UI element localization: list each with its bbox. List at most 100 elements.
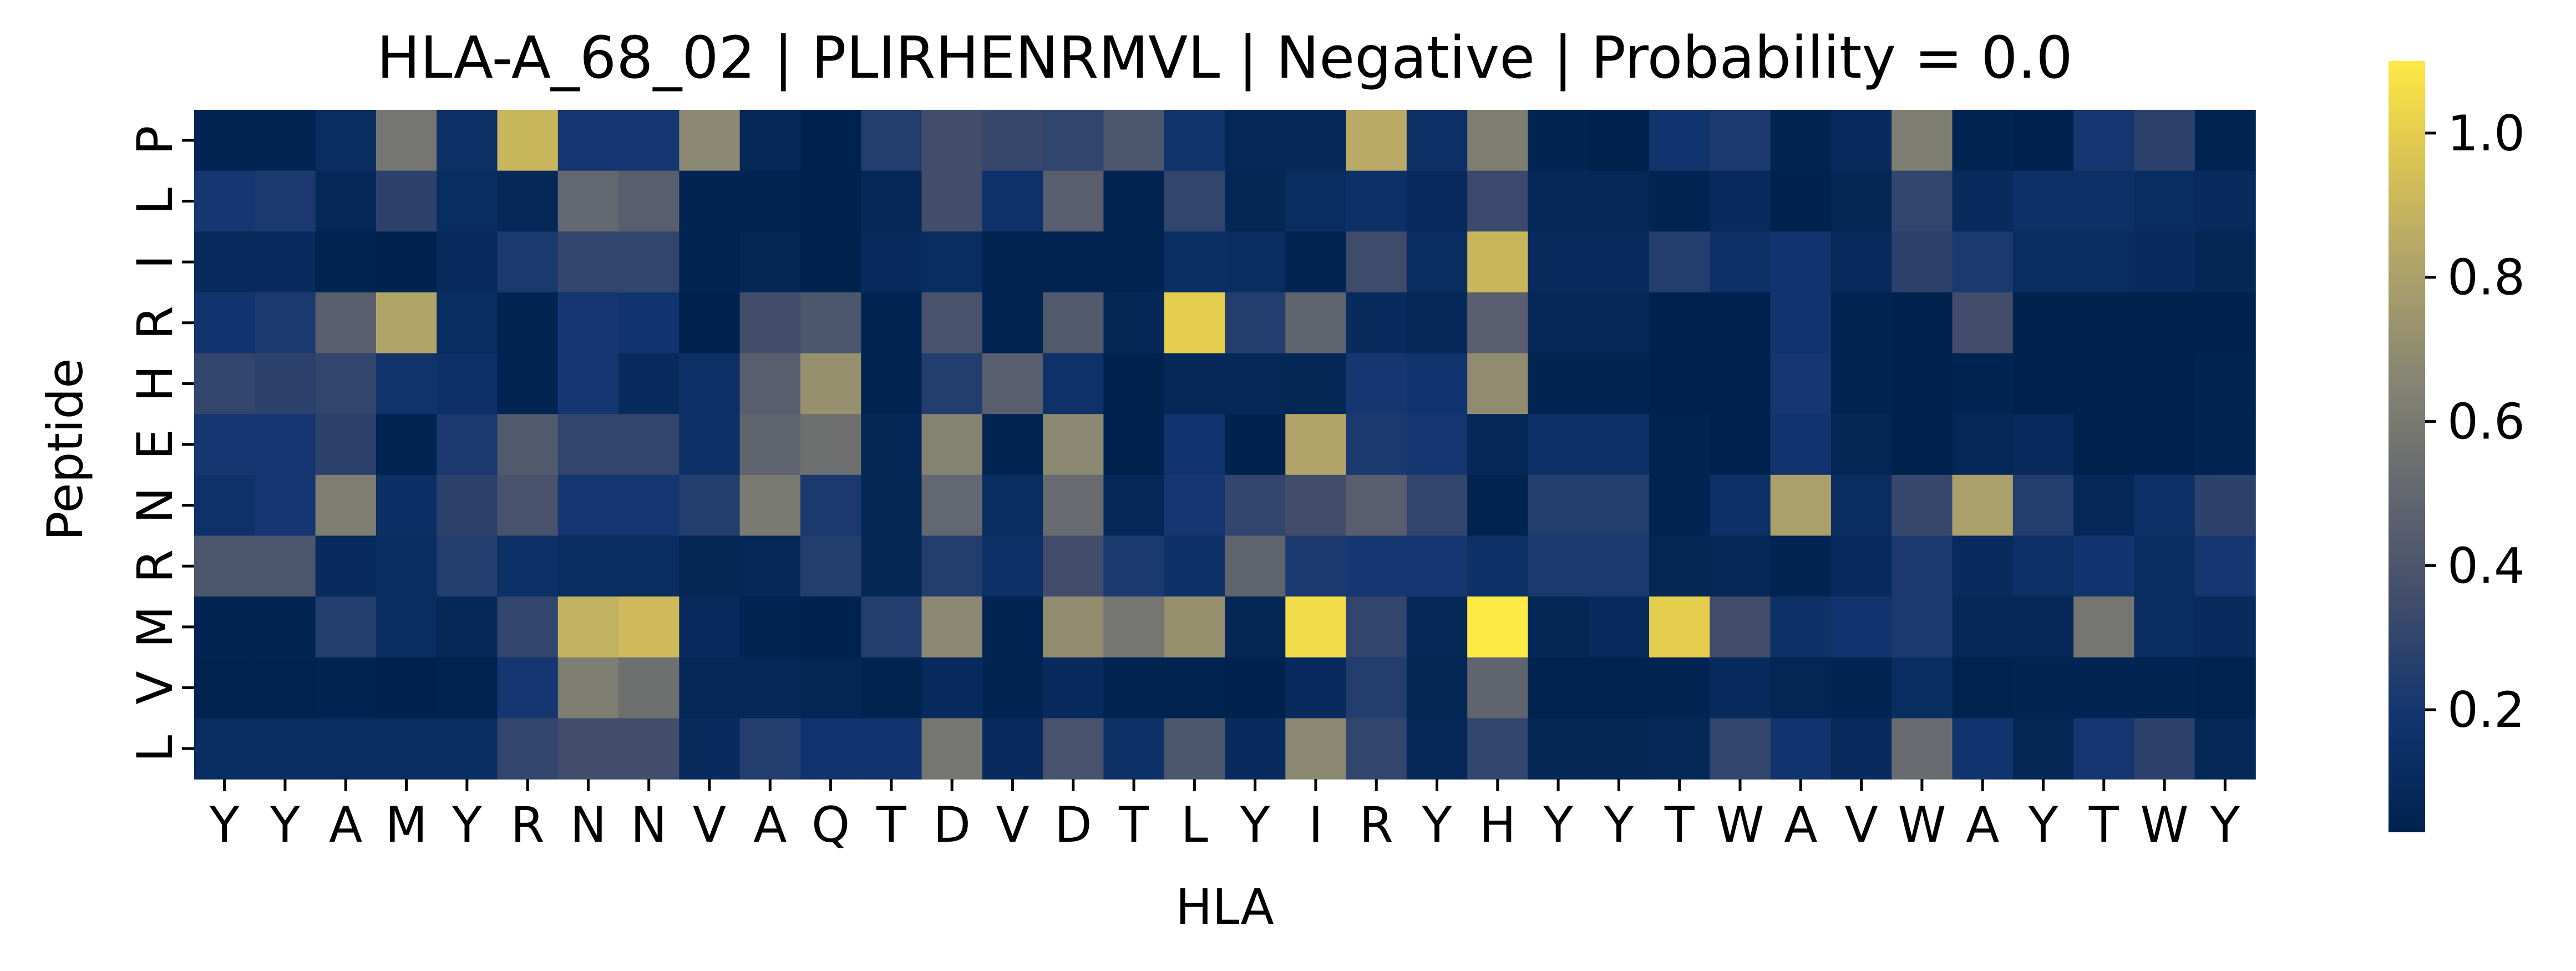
heatmap-cell (1103, 110, 1165, 171)
heatmap-cell (982, 596, 1043, 658)
heatmap-cell (376, 231, 437, 293)
heatmap-cell (315, 414, 377, 476)
heatmap-cell (1770, 292, 1832, 354)
heatmap-cell (557, 353, 619, 414)
heatmap-cell (1952, 353, 2014, 414)
x-tick-label: D (1054, 796, 1092, 853)
heatmap-cell (921, 353, 983, 414)
heatmap-cell (982, 292, 1043, 354)
heatmap-cell (2073, 231, 2135, 293)
x-tick-label: Y (2209, 796, 2240, 853)
heatmap-cell (194, 596, 256, 658)
heatmap-cell (739, 596, 801, 658)
heatmap-cell (2012, 170, 2074, 232)
heatmap-cell (376, 657, 437, 719)
heatmap-cell (1043, 292, 1104, 354)
heatmap-cell (2012, 414, 2074, 476)
heatmap-cell (1528, 535, 1589, 597)
heatmap-cell (437, 718, 498, 780)
heatmap-cell (1043, 231, 1104, 293)
heatmap-cell (1043, 353, 1104, 414)
heatmap-cell (1467, 596, 1529, 658)
heatmap-cell (1406, 353, 1468, 414)
heatmap-cell (1346, 474, 1407, 537)
heatmap-cell (1467, 110, 1529, 171)
heatmap-cell (1103, 231, 1165, 293)
heatmap-cell (376, 474, 437, 537)
y-tick-label: N (126, 487, 184, 524)
heatmap-cell (497, 596, 559, 658)
heatmap-cell (2134, 231, 2195, 293)
heatmap-cell (1952, 535, 2014, 597)
heatmap-cell (921, 231, 983, 293)
x-tick-label: M (386, 796, 428, 853)
heatmap-cell (2012, 474, 2074, 537)
heatmap-cell (982, 718, 1043, 780)
x-tick-label: W (2141, 796, 2189, 853)
heatmap-cell (679, 292, 741, 354)
heatmap-cell (861, 353, 922, 414)
colorbar-tick-label: 0.6 (2447, 393, 2525, 451)
heatmap-cell (255, 110, 316, 171)
heatmap-cell (1830, 170, 1893, 232)
heatmap-cell (194, 657, 256, 719)
heatmap-cell (800, 170, 862, 232)
heatmap-cell (1225, 535, 1286, 597)
heatmap-cell (1225, 596, 1286, 658)
heatmap-cell (1528, 414, 1589, 476)
heatmap-cell (1830, 231, 1893, 293)
heatmap-cell (1043, 718, 1104, 780)
heatmap-cell (2012, 718, 2074, 780)
heatmap-cell (255, 535, 316, 597)
heatmap-cell (800, 353, 862, 414)
heatmap-cell (1649, 110, 1711, 171)
heatmap-cell (1406, 474, 1468, 537)
heatmap-cell (679, 535, 741, 597)
heatmap-cell (497, 474, 559, 537)
heatmap-cell (2194, 231, 2256, 293)
heatmap-cell (1225, 170, 1286, 232)
heatmap-cell (255, 596, 316, 658)
heatmap-cell (1588, 110, 1650, 171)
heatmap-cell (1588, 414, 1650, 476)
heatmap-cell (497, 170, 559, 232)
heatmap-cell (437, 231, 498, 293)
heatmap-cell (1406, 231, 1468, 293)
heatmap-cell (2194, 657, 2256, 719)
heatmap-cell (1164, 535, 1225, 597)
heatmap-cell (921, 170, 983, 232)
heatmap-cell (194, 474, 256, 537)
heatmap-cell (255, 718, 316, 780)
heatmap-cell (800, 718, 862, 780)
heatmap-cell (739, 110, 801, 171)
heatmap-cell (1710, 292, 1771, 354)
y-tick-label: E (126, 429, 184, 460)
y-tick-label: M (126, 606, 184, 648)
heatmap-cell (982, 414, 1043, 476)
x-tick-label: D (933, 796, 971, 853)
x-axis-label: HLA (1175, 878, 1274, 935)
x-tick-label: A (329, 796, 362, 853)
y-tick-label: L (126, 188, 184, 215)
heatmap-cell (861, 231, 922, 293)
heatmap-cell (2012, 110, 2074, 171)
heatmap-cell (1830, 535, 1893, 597)
heatmap-cell (437, 474, 498, 537)
heatmap-cell (437, 170, 498, 232)
colorbar-tick-label: 0.4 (2447, 537, 2525, 594)
heatmap-cell (315, 170, 377, 232)
heatmap-cell (800, 474, 862, 537)
heatmap-cell (2073, 110, 2135, 171)
heatmap-cell (1830, 596, 1893, 658)
heatmap-cell (194, 110, 256, 171)
heatmap-cell (739, 474, 801, 537)
heatmap-cell (1830, 718, 1893, 780)
heatmap-cell (2134, 657, 2195, 719)
heatmap-cell (800, 231, 862, 293)
heatmap-cell (1103, 414, 1165, 476)
heatmap-cell (982, 657, 1043, 719)
heatmap-cell (1770, 657, 1832, 719)
heatmap-cell (1043, 535, 1104, 597)
heatmap-cell (1588, 474, 1650, 537)
